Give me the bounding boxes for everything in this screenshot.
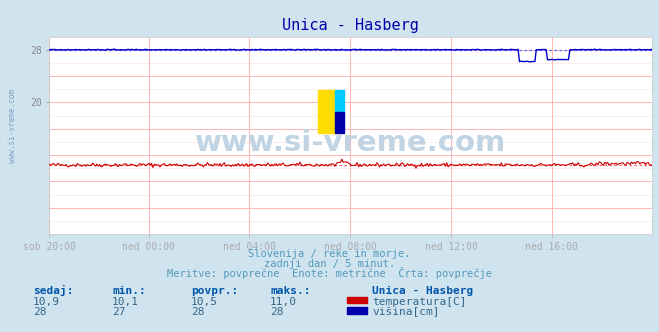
Text: temperatura[C]: temperatura[C] — [372, 297, 467, 307]
Text: www.si-vreme.com: www.si-vreme.com — [195, 129, 507, 157]
Text: Meritve: povprečne  Enote: metrične  Črta: povprečje: Meritve: povprečne Enote: metrične Črta:… — [167, 267, 492, 279]
Text: sedaj:: sedaj: — [33, 285, 73, 296]
Text: Slovenija / reke in morje.: Slovenija / reke in morje. — [248, 249, 411, 259]
Bar — [335, 112, 344, 133]
Text: 10,1: 10,1 — [112, 297, 139, 307]
Text: 28: 28 — [33, 307, 46, 317]
Bar — [318, 90, 335, 133]
Text: 10,5: 10,5 — [191, 297, 218, 307]
Text: zadnji dan / 5 minut.: zadnji dan / 5 minut. — [264, 259, 395, 269]
Text: 27: 27 — [112, 307, 125, 317]
Text: min.:: min.: — [112, 286, 146, 296]
Text: 10,9: 10,9 — [33, 297, 60, 307]
Text: 11,0: 11,0 — [270, 297, 297, 307]
Text: 28: 28 — [191, 307, 204, 317]
Text: povpr.:: povpr.: — [191, 286, 239, 296]
Text: Unica - Hasberg: Unica - Hasberg — [372, 286, 474, 296]
Text: www.si-vreme.com: www.si-vreme.com — [8, 89, 17, 163]
Text: maks.:: maks.: — [270, 286, 310, 296]
Bar — [335, 90, 344, 112]
Title: Unica - Hasberg: Unica - Hasberg — [283, 18, 419, 33]
Text: višina[cm]: višina[cm] — [372, 307, 440, 317]
Text: 28: 28 — [270, 307, 283, 317]
